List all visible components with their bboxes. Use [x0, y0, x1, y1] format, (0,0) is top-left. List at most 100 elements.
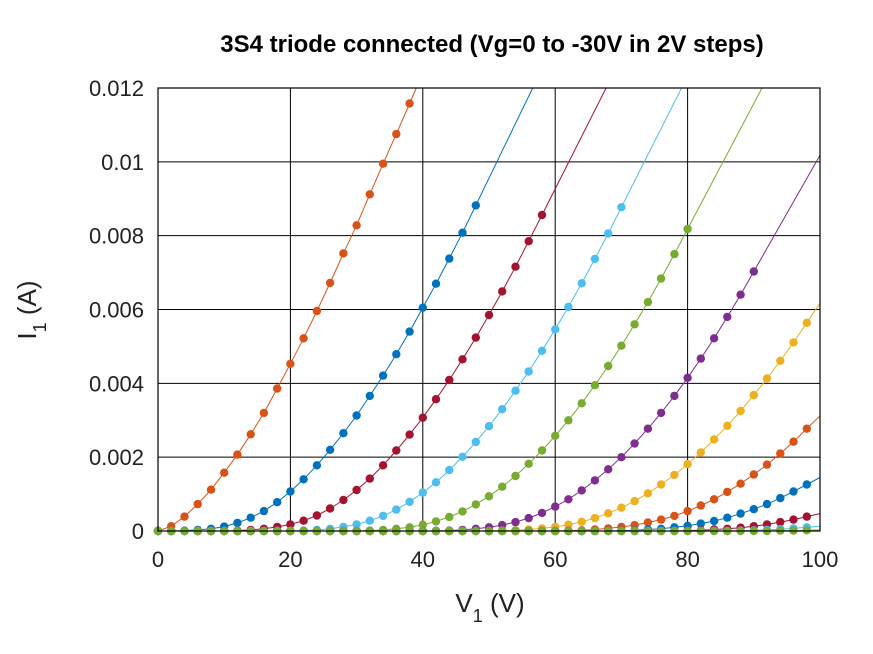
data-point — [193, 499, 202, 509]
data-point — [683, 460, 692, 469]
data-point — [590, 254, 600, 264]
data-point — [789, 487, 798, 496]
data-point — [511, 386, 520, 395]
data-point — [617, 341, 626, 350]
data-point — [590, 381, 600, 390]
data-point — [524, 237, 533, 246]
data-point — [630, 496, 639, 506]
data-point — [445, 512, 454, 522]
data-point — [299, 334, 308, 343]
data-point — [471, 500, 480, 509]
data-point — [352, 221, 361, 230]
data-point — [537, 346, 547, 355]
data-point — [431, 279, 441, 288]
data-point — [458, 355, 467, 364]
data-point — [498, 482, 507, 491]
data-point — [564, 302, 573, 312]
data-point — [537, 446, 547, 455]
data-point — [458, 507, 467, 516]
data-point — [723, 513, 732, 522]
series-line — [158, 154, 821, 532]
data-point — [709, 334, 719, 343]
data-point — [431, 478, 441, 487]
series-6 — [153, 154, 821, 536]
y-tick-label: 0.006 — [89, 298, 144, 323]
data-point — [286, 359, 295, 368]
data-point — [378, 159, 388, 168]
y-tick-label: 0.002 — [89, 445, 144, 470]
data-point — [670, 511, 679, 521]
x-tick-label: 100 — [802, 547, 839, 572]
data-point — [670, 249, 679, 259]
data-point — [378, 461, 388, 470]
data-point — [233, 450, 242, 459]
plot-frame — [157, 87, 821, 532]
data-point — [617, 203, 626, 212]
data-point — [352, 485, 361, 495]
x-tick-label: 0 — [152, 547, 164, 572]
data-point — [524, 459, 533, 468]
x-tick-label: 20 — [278, 547, 302, 572]
x-tick-labels: 0 20 40 60 80 100 — [152, 547, 838, 572]
y-tick-label: 0.004 — [89, 371, 144, 396]
data-point — [246, 430, 255, 439]
data-point — [590, 513, 600, 523]
data-point — [696, 519, 705, 528]
data-point — [577, 486, 586, 495]
data-point — [776, 517, 785, 527]
data-point — [286, 520, 295, 529]
data-point — [471, 333, 480, 342]
data-point — [577, 399, 586, 408]
data-point — [405, 99, 414, 108]
data-point — [749, 390, 758, 400]
data-point — [352, 411, 361, 420]
data-point — [312, 511, 322, 520]
series-line — [158, 477, 821, 532]
x-axis-label-sub: 1 — [473, 606, 483, 626]
data-point — [220, 468, 229, 477]
data-point — [656, 515, 666, 524]
y-axis-label: I1 (A) — [12, 280, 50, 339]
data-point — [670, 470, 679, 480]
data-point — [405, 327, 414, 336]
series-3 — [153, 87, 607, 536]
data-point — [180, 512, 189, 521]
data-point — [498, 405, 507, 414]
data-point — [604, 361, 613, 371]
data-point — [604, 509, 613, 518]
data-point — [802, 424, 811, 433]
data-point — [670, 391, 679, 401]
data-point — [484, 492, 494, 501]
data-point — [418, 488, 427, 497]
series-4 — [153, 87, 683, 536]
data-point — [590, 476, 600, 485]
data-point — [365, 190, 374, 199]
data-point — [418, 303, 427, 312]
data-point — [392, 129, 401, 139]
data-point — [564, 416, 573, 425]
data-point — [736, 479, 745, 488]
data-point — [299, 475, 308, 484]
data-point — [762, 374, 772, 383]
data-point — [273, 384, 282, 393]
data-point — [312, 461, 322, 470]
x-tick-label: 40 — [411, 547, 435, 572]
data-point — [537, 210, 547, 220]
data-point — [259, 408, 269, 418]
data-point — [325, 504, 335, 513]
data-point — [524, 367, 533, 376]
data-point — [789, 338, 798, 347]
data-point — [259, 506, 269, 516]
data-point — [498, 287, 507, 296]
x-tick-label: 80 — [675, 547, 699, 572]
data-point — [656, 274, 666, 283]
data-point — [617, 503, 626, 512]
data-point — [392, 446, 401, 455]
data-point — [352, 520, 361, 529]
data-point — [445, 375, 454, 385]
data-point — [643, 489, 653, 498]
data-point — [471, 437, 480, 447]
data-point — [643, 297, 653, 307]
data-point — [736, 509, 745, 518]
